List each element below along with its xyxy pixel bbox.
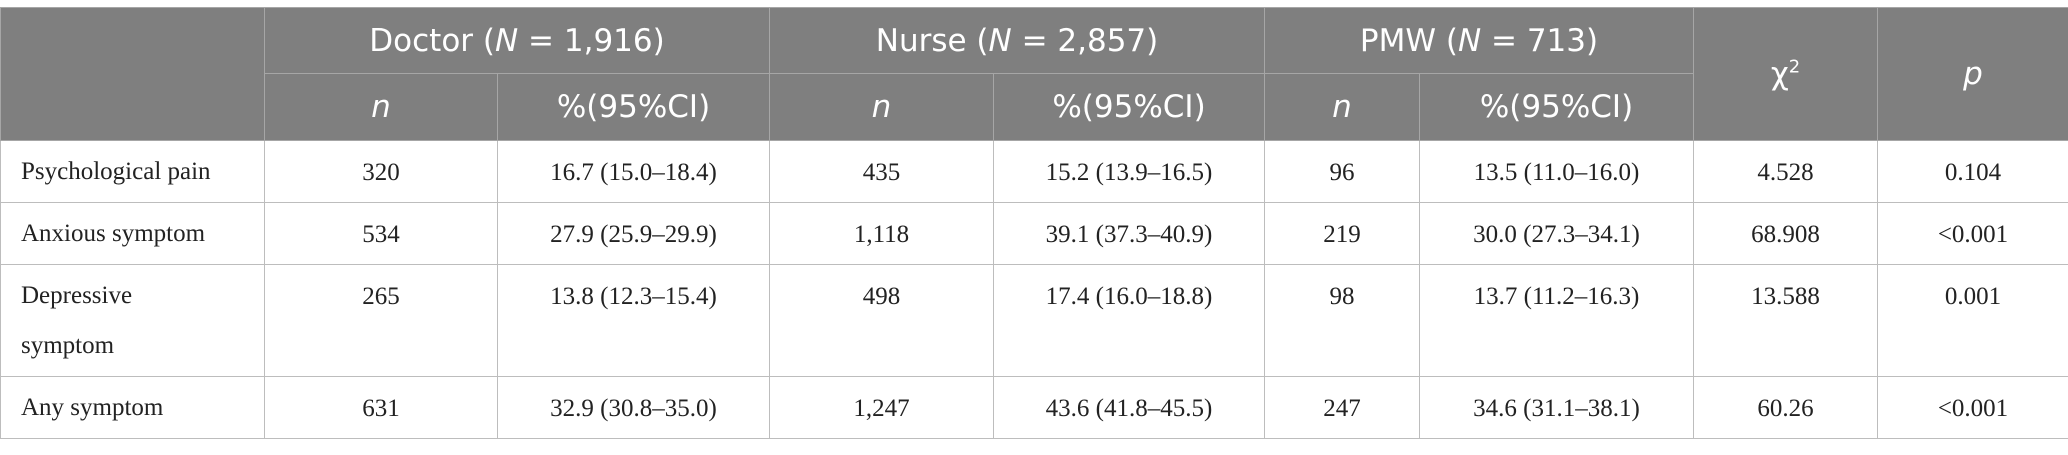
cell: 15.2 (13.9–16.5)	[993, 140, 1265, 203]
cell: 68.908	[1693, 202, 1879, 265]
row-label-line: Depressive	[21, 282, 133, 309]
cell: 219	[1264, 202, 1420, 265]
group-header-part: = 1,916)	[518, 22, 665, 59]
group-header: Doctor (N = 1,916)	[264, 7, 770, 74]
subheader: n	[1264, 73, 1420, 141]
body-row: Anxious symptom 534 27.9 (25.9–29.9) 1,118 3…	[0, 202, 2068, 265]
body-row: Depressive symptom 265 13.8 (12.3–15.4) 498 1…	[0, 264, 2068, 377]
cell: 498	[769, 264, 994, 377]
cell: 265	[264, 264, 498, 377]
cell: 17.4 (16.0–18.8)	[993, 264, 1265, 377]
row-label: Depressive symptom	[0, 264, 265, 377]
subheader-text: %(95%CI)	[556, 89, 711, 125]
cell: 0.001	[1877, 264, 2068, 377]
group-header-part: = 713)	[1481, 22, 1599, 59]
cell: 435	[769, 140, 994, 203]
cell: 96	[1264, 140, 1420, 203]
subheader-row: n %(95%CI) n %(95%CI) n %(95%CI)	[1, 73, 2068, 141]
subheader-text: n	[371, 89, 391, 125]
cell: 13.8 (12.3–15.4)	[497, 264, 770, 377]
group-header-part: = 2,857)	[1011, 22, 1159, 59]
group-header-part: N	[988, 22, 1012, 59]
subheader: %(95%CI)	[1418, 73, 1695, 141]
cell: 30.0 (27.3–34.1)	[1418, 202, 1695, 265]
group-header-part: N	[1457, 22, 1482, 59]
row-label-line: Anxious symptom	[21, 220, 206, 247]
corner-cell	[0, 7, 265, 141]
cell: 13.5 (11.0–16.0)	[1418, 140, 1695, 203]
group-header-part: N	[494, 22, 519, 59]
subheader-text: n	[1332, 89, 1352, 125]
data-table: Doctor (N = 1,916) Nurse (N = 2,857) PMW (…	[0, 7, 2068, 439]
cell: 60.26	[1693, 376, 1879, 439]
cell: <0.001	[1877, 376, 2068, 439]
cell: 0.104	[1877, 140, 2068, 203]
row-label: Psychological pain	[0, 140, 265, 203]
group-header-part: PMW (	[1359, 22, 1458, 59]
group-header: PMW (N = 713)	[1263, 7, 1695, 74]
cell: 320	[264, 140, 498, 203]
cell: 13.7 (11.2–16.3)	[1418, 264, 1695, 377]
body-row: Psychological pain 320 16.7 (15.0–18.4) 435…	[0, 140, 2068, 203]
row-label-line: symptom	[21, 332, 115, 359]
cell: 247	[1264, 376, 1420, 439]
cell: 34.6 (31.1–38.1)	[1418, 376, 1695, 439]
group-header: Nurse (N = 2,857)	[769, 7, 1265, 74]
cell: 631	[264, 376, 498, 439]
cell: 98	[1264, 264, 1420, 377]
p-header: p	[1877, 7, 2068, 141]
cell: 16.7 (15.0–18.4)	[497, 140, 770, 203]
cell: 27.9 (25.9–29.9)	[497, 202, 770, 265]
subheader-text: %(95%CI)	[1052, 89, 1206, 125]
body-row: Any symptom 631 32.9 (30.8–35.0) 1,247 43.6 …	[0, 376, 2068, 439]
cell: 32.9 (30.8–35.0)	[497, 376, 770, 439]
subheader-text: %(95%CI)	[1479, 89, 1634, 125]
group-header-part: Doctor (	[369, 22, 495, 59]
cell: 1,118	[769, 202, 994, 265]
group-header-part: Nurse (	[875, 22, 989, 59]
cell: 13.588	[1693, 264, 1879, 377]
header-row: Doctor (N = 1,916) Nurse (N = 2,857) PMW (…	[0, 7, 2068, 141]
p-text: p	[1963, 56, 1983, 92]
cell: 39.1 (37.3–40.9)	[993, 202, 1265, 265]
chi-header: χ2	[1693, 7, 1879, 141]
chi-symbol: χ	[1770, 56, 1789, 92]
chi-superscript: 2	[1788, 56, 1801, 78]
subheader: %(95%CI)	[993, 73, 1265, 141]
row-label-line: Psychological pain	[21, 158, 211, 185]
cell: 534	[264, 202, 498, 265]
cell: 1,247	[769, 376, 994, 439]
cell: 43.6 (41.8–45.5)	[993, 376, 1265, 439]
subheader: n	[769, 73, 994, 141]
cell: 4.528	[1693, 140, 1879, 203]
row-label-line: Any symptom	[21, 394, 164, 421]
subheader-text: n	[871, 89, 892, 125]
subheader: %(95%CI)	[497, 73, 770, 141]
subheader: n	[264, 73, 498, 141]
row-label: Anxious symptom	[0, 202, 265, 265]
cell: <0.001	[1877, 202, 2068, 265]
row-label: Any symptom	[0, 376, 265, 439]
